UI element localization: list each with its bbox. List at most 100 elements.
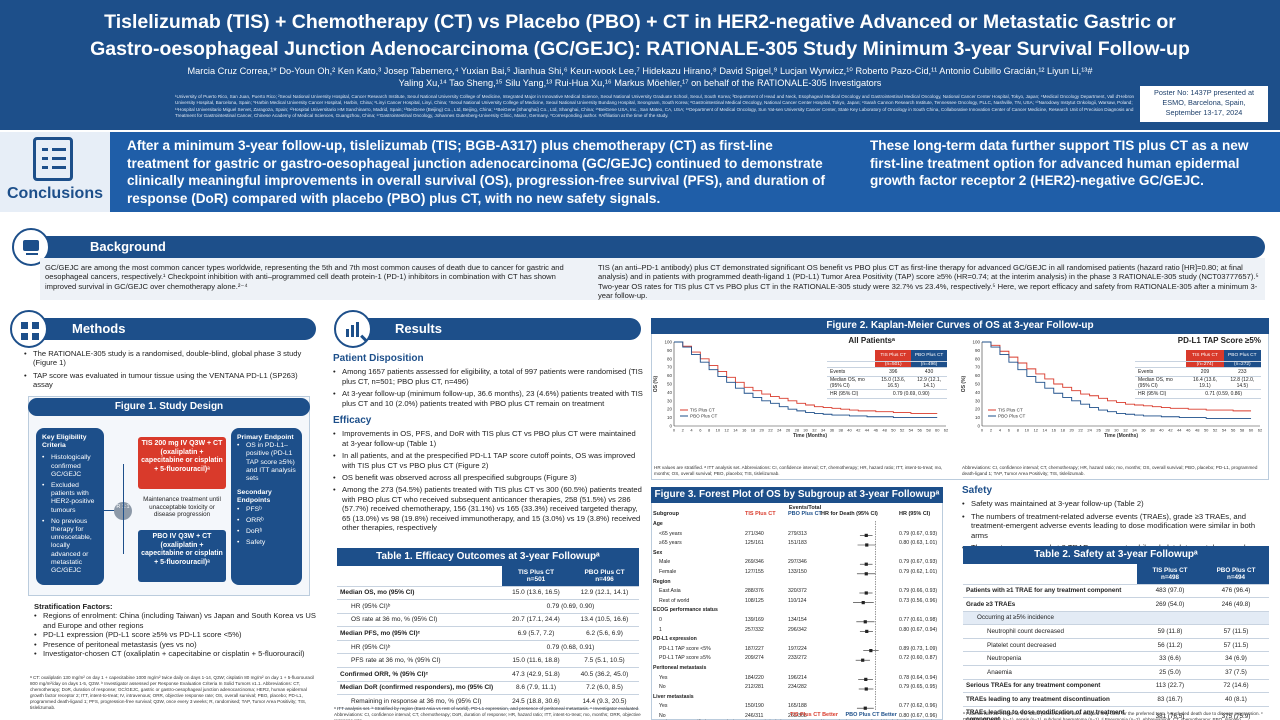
forest-group-label: Peritoneal metastasis — [653, 665, 707, 671]
figure2-footnote-right: Abbreviations: CI, confidence interval; … — [962, 465, 1258, 476]
km-legend-label: TIS Plus CT — [998, 408, 1023, 413]
km-x-tick-label: 22 — [768, 428, 773, 433]
primary-endpoint-title: Primary Endpoint — [237, 434, 294, 441]
table1: TIS Plus CT n=501 PBO Plus CT n=496 Median… — [337, 566, 639, 709]
table2-row-label: Anaemia — [963, 665, 1137, 680]
km-x-tick-label: 36 — [830, 428, 835, 433]
km-x-tick-label: 54 — [909, 428, 914, 433]
forest-events-pbo: 265/308 — [788, 713, 807, 719]
km-stats-label: Events — [827, 367, 876, 377]
forest-events-tis: 288/376 — [745, 588, 764, 595]
forest-hr-ci: 0.80 (0.67, 0.94) — [899, 626, 938, 633]
table1-row: HR (95% CI)ᵇ 0.79 (0.69, 0.90) — [337, 599, 639, 614]
table2-cell-tis: 56 (11.2) — [1137, 638, 1203, 653]
km-x-tick-label: 44 — [1177, 428, 1182, 433]
km-y-tick-label: 100 — [664, 340, 672, 345]
km-x-tick-label: 2 — [682, 428, 685, 433]
forest-row: 1 257/332 296/342 0.80 (0.67, 0.94) — [653, 627, 941, 637]
forest-subgroup-label: Male — [659, 559, 671, 566]
forest-events-tis: 125/161 — [745, 540, 764, 547]
table2-row-label: Patients with ≥1 TRAE for any treatment … — [963, 584, 1137, 599]
km-x-tick-label: 6 — [1008, 428, 1011, 433]
table1-row-label: Remaining in response at 36 mo, % (95% C… — [337, 694, 502, 709]
forest-point — [864, 687, 868, 691]
table2-cell-pbo: 40 (8.1) — [1203, 692, 1269, 707]
km-x-tick-label: 56 — [917, 428, 922, 433]
km-x-tick-label: 8 — [1017, 428, 1020, 433]
km-y-tick-label: 20 — [667, 407, 673, 412]
table2-cell-pbo: 37 (7.5) — [1203, 665, 1269, 680]
km-stats-tis: 16.4 (13.6, 19.1) — [1186, 376, 1224, 390]
km-x-tick-label: 4 — [999, 428, 1002, 433]
disposition-bullet: Among 1657 patients assessed for eligibi… — [333, 367, 643, 386]
table2-row-label: Neutrophil count decreased — [963, 624, 1137, 639]
km-left-title: All Patientsᵃ — [848, 336, 895, 345]
table1-cell-hr: 0.79 (0.68, 0.91) — [502, 640, 639, 655]
table2-col-pbo-n: n=494 — [1226, 573, 1246, 581]
forest-row: <65 years 271/340 279/313 0.79 (0.67, 0.93) — [653, 531, 941, 541]
km-stats-row: HR (95% CI) 0.79 (0.69, 0.90) — [827, 389, 947, 399]
table1-row-label: Median OS, mo (95% CI) — [337, 586, 502, 601]
stratification-item: Regions of enrolment: China (including T… — [34, 611, 316, 630]
forest-subgroup-label: East Asia — [659, 588, 681, 595]
table1-row-label: Confirmed ORR, % (95% CI)ᶜ — [337, 667, 502, 682]
eligibility-item: Excluded patients with HER2-positive tum… — [42, 482, 98, 515]
results-heading-text: Results — [395, 321, 442, 336]
table1-cell-pbo: 7.5 (5.1, 10.5) — [570, 653, 639, 669]
km-x-tick-label: 62 — [944, 428, 949, 433]
methods-flowchart-icon — [10, 310, 48, 348]
forest-hr-ci: 0.89 (0.73, 1.09) — [899, 645, 938, 652]
forest-hr-ci: 0.77 (0.62, 0.96) — [899, 703, 938, 710]
km-x-tick-label: 28 — [795, 428, 800, 433]
figure1-title: Figure 1. Study Design — [28, 398, 310, 416]
km-stats-hr: 0.79 (0.69, 0.90) — [875, 389, 947, 399]
stratification-title: Stratification Factors: — [34, 602, 113, 611]
poster-info-line2: ESMO, Barcelona, Spain, — [1162, 98, 1246, 107]
km-y-axis-label: OS (%) — [961, 375, 967, 392]
forest-better-labels: TIS Plus CT Better PBO Plus CT Better — [790, 712, 925, 718]
connector-line — [123, 464, 124, 554]
table2-row-label: Grade ≥3 TRAEs — [963, 597, 1137, 612]
methods-heading-text: Methods — [72, 321, 126, 336]
methods-heading: Methods — [22, 318, 316, 340]
forest-subgroup-label: Rest of world — [659, 597, 690, 604]
forest-events-tis: 150/190 — [745, 703, 764, 710]
table2-row: Anaemia 25 (5.0) 37 (7.5) — [963, 665, 1269, 680]
forest-events-tis: 271/340 — [745, 530, 764, 537]
table1-footnote: ᵃ ITT analysis set. ᵇ Stratified by regi… — [334, 706, 641, 720]
forest-point — [864, 677, 868, 681]
km-x-axis-label: Time (Months) — [1104, 433, 1138, 439]
background-heading-text: Background — [90, 239, 166, 254]
km-x-tick-label: 46 — [1186, 428, 1191, 433]
table1-row: Median PFS, mo (95% CI)ᶜ 6.9 (5.7, 7.2) 6.… — [337, 626, 639, 641]
forest-row: Region — [653, 579, 941, 589]
stratification-item: Presence of peritoneal metastasis (yes v… — [34, 640, 316, 650]
km-stats-header: (n=274) (n=272) — [1135, 361, 1261, 368]
km-y-tick-label: 90 — [975, 348, 981, 353]
table1-cell-tis: 20.7 (17.1, 24.4) — [502, 613, 570, 628]
km-x-tick-label: 24 — [1087, 428, 1092, 433]
km-y-tick-label: 10 — [667, 415, 673, 420]
results-text: Patient Disposition Among 1657 patients … — [333, 353, 643, 536]
km-y-tick-label: 90 — [667, 348, 673, 353]
km-stats-header: (n=501) (n=496) — [827, 361, 947, 368]
forest-events-pbo: 197/224 — [788, 645, 807, 652]
km-stats-label: Events — [1135, 367, 1187, 377]
forest-hr-ci: 0.79 (0.67, 0.93) — [899, 559, 938, 566]
magnifier-chart-icon — [334, 310, 372, 348]
affiliations: ¹University of Puerto Rico, San Juan, Pu… — [175, 94, 1135, 118]
km-x-tick-label: 56 — [1231, 428, 1236, 433]
km-y-tick-label: 0 — [669, 424, 672, 429]
table1-row: Remaining in response at 36 mo, % (95% C… — [337, 694, 639, 709]
table1-cell-tis: 6.9 (5.7, 7.2) — [502, 626, 570, 641]
forest-hr-ci: 0.79 (0.65, 0.95) — [899, 684, 938, 691]
forest-subgroup-label: <65 years — [659, 530, 682, 537]
table2-row-label: Occurring at ≥5% incidence — [963, 611, 1137, 626]
table2-cell-pbo: 246 (49.8) — [1203, 597, 1269, 612]
table2-row-label: Serious TRAEs for any treatment componen… — [963, 679, 1137, 694]
forest-subgroup-label: No — [659, 713, 666, 719]
km-y-tick-label: 20 — [975, 407, 981, 412]
forest-tis-better: TIS Plus CT Better — [790, 712, 838, 718]
primary-endpoint-item: OS in PD-L1–positive (PD-L1 TAP score ≥5… — [237, 442, 296, 483]
